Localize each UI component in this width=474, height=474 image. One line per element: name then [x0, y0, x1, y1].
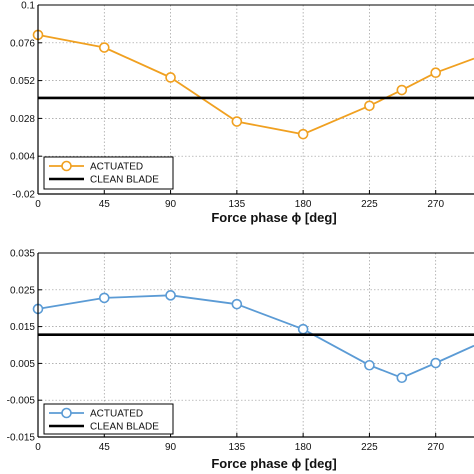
x-axis-label: Force phase ϕ [deg] [211, 210, 336, 225]
data-point [297, 128, 309, 140]
x-tick-label: 270 [427, 442, 444, 453]
x-tick-label: 225 [361, 442, 378, 453]
x-tick-label: 180 [295, 199, 312, 210]
data-point [297, 323, 309, 335]
y-tick-label: 0.025 [10, 285, 35, 296]
data-point [396, 84, 408, 96]
x-tick-label: 135 [229, 199, 246, 210]
x-tick-label: 135 [229, 442, 246, 453]
x-tick-label: 90 [165, 199, 177, 210]
y-tick-label: -0.005 [7, 396, 36, 407]
y-tick-label: 0.076 [10, 38, 35, 49]
x-tick-label: 0 [35, 442, 41, 453]
x-tick-label: 225 [361, 199, 378, 210]
data-point [364, 359, 375, 371]
x-axis-label: Force phase ϕ [deg] [211, 456, 336, 471]
x-tick-label: 180 [295, 442, 312, 453]
x-tick-label: 0 [35, 199, 41, 210]
data-point [231, 298, 243, 310]
y-tick-label: 0.005 [10, 359, 35, 370]
x-tick-label: 270 [427, 199, 444, 210]
data-point [396, 372, 408, 384]
data-point [364, 100, 375, 112]
x-tick-label: 45 [99, 199, 111, 210]
legend-marker [61, 407, 72, 419]
y-tick-label: 0.1 [21, 1, 35, 12]
legend-label: ACTUATED [90, 409, 143, 420]
data-point [165, 72, 176, 83]
y-tick-label: 0.028 [10, 114, 35, 125]
legend-label: CLEAN BLADE [90, 422, 159, 433]
y-tick-label: -0.02 [12, 190, 35, 201]
legend-label: CLEAN BLADE [90, 175, 159, 186]
data-point [231, 116, 243, 127]
y-tick-label: 0.004 [10, 152, 35, 163]
y-tick-label: 0.052 [10, 76, 35, 87]
x-tick-label: 45 [99, 442, 111, 453]
legend-label: ACTUATED [90, 162, 143, 173]
data-point [165, 290, 176, 301]
x-tick-label: 90 [165, 442, 177, 453]
chart-panel-2: 0 45 90 135 180 225 270 -0.015 -0.005 0.005 0.015 0… [7, 249, 474, 471]
legend-marker [61, 160, 72, 172]
y-tick-label: 0.015 [10, 322, 35, 333]
data-point [430, 67, 442, 79]
y-tick-label: -0.015 [7, 433, 36, 444]
y-tick-label: 0.035 [10, 249, 35, 260]
data-point [430, 357, 442, 369]
data-point [98, 292, 110, 304]
chart-panel-1: 0 45 90 135 180 225 270 -0.02 0.004 0.028 0.052 0.0… [10, 1, 474, 225]
data-point [98, 42, 110, 53]
